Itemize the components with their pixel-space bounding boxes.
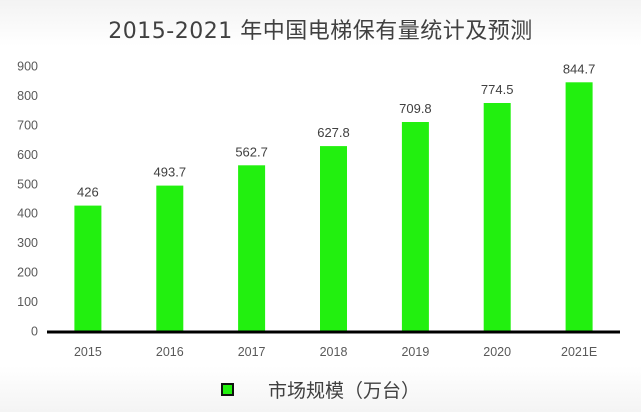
y-tick-label: 200 — [17, 266, 38, 280]
y-tick-label: 100 — [17, 295, 38, 309]
x-tick-label-2020: 2020 — [483, 345, 511, 359]
x-tick-label-2017: 2017 — [238, 345, 266, 359]
bars — [74, 82, 593, 331]
legend-label: 市场规模（万台） — [267, 379, 420, 402]
data-label-2021E: 844.7 — [563, 61, 596, 76]
chart-title: 2015-2021 年中国电梯保有量统计及预测 — [108, 19, 533, 44]
y-axis-ticks: 0 100 200 300 400 500 600 700 800 900 — [17, 60, 38, 339]
x-axis-ticks: 2015 2016 2017 2018 2019 2020 2021E — [74, 345, 597, 359]
bar-2019 — [401, 122, 429, 331]
data-label-2020: 774.5 — [481, 82, 514, 97]
x-tick-label-2016: 2016 — [156, 345, 184, 359]
data-label-2016: 493.7 — [154, 165, 187, 180]
bar-2016 — [156, 185, 184, 331]
y-tick-label: 500 — [17, 177, 38, 191]
bar-2015 — [74, 205, 102, 331]
x-tick-label-2019: 2019 — [401, 345, 429, 359]
y-tick-label: 300 — [17, 236, 38, 250]
x-tick-label-2015: 2015 — [74, 345, 102, 359]
data-label-2018: 627.8 — [317, 125, 350, 140]
x-tick-label-2018: 2018 — [320, 345, 348, 359]
data-label-2015: 426 — [77, 185, 99, 200]
y-tick-label: 700 — [17, 118, 38, 132]
bar-2017 — [238, 165, 266, 331]
data-label-2017: 562.7 — [235, 144, 268, 159]
legend-swatch — [220, 382, 234, 396]
y-tick-label: 0 — [31, 325, 38, 339]
x-tick-label-2021E: 2021E — [561, 345, 597, 359]
data-label-2019: 709.8 — [399, 101, 432, 116]
y-tick-label: 900 — [17, 60, 38, 74]
y-tick-label: 600 — [17, 148, 38, 162]
y-tick-label: 800 — [17, 89, 38, 103]
y-tick-label: 400 — [17, 207, 38, 221]
data-labels: 426 493.7 562.7 627.8 709.8 774.5 844.7 — [77, 61, 595, 199]
bar-2018 — [320, 146, 347, 331]
legend: 市场规模（万台） — [0, 374, 641, 404]
bar-2020 — [483, 103, 511, 331]
bar-2021E — [565, 82, 593, 331]
